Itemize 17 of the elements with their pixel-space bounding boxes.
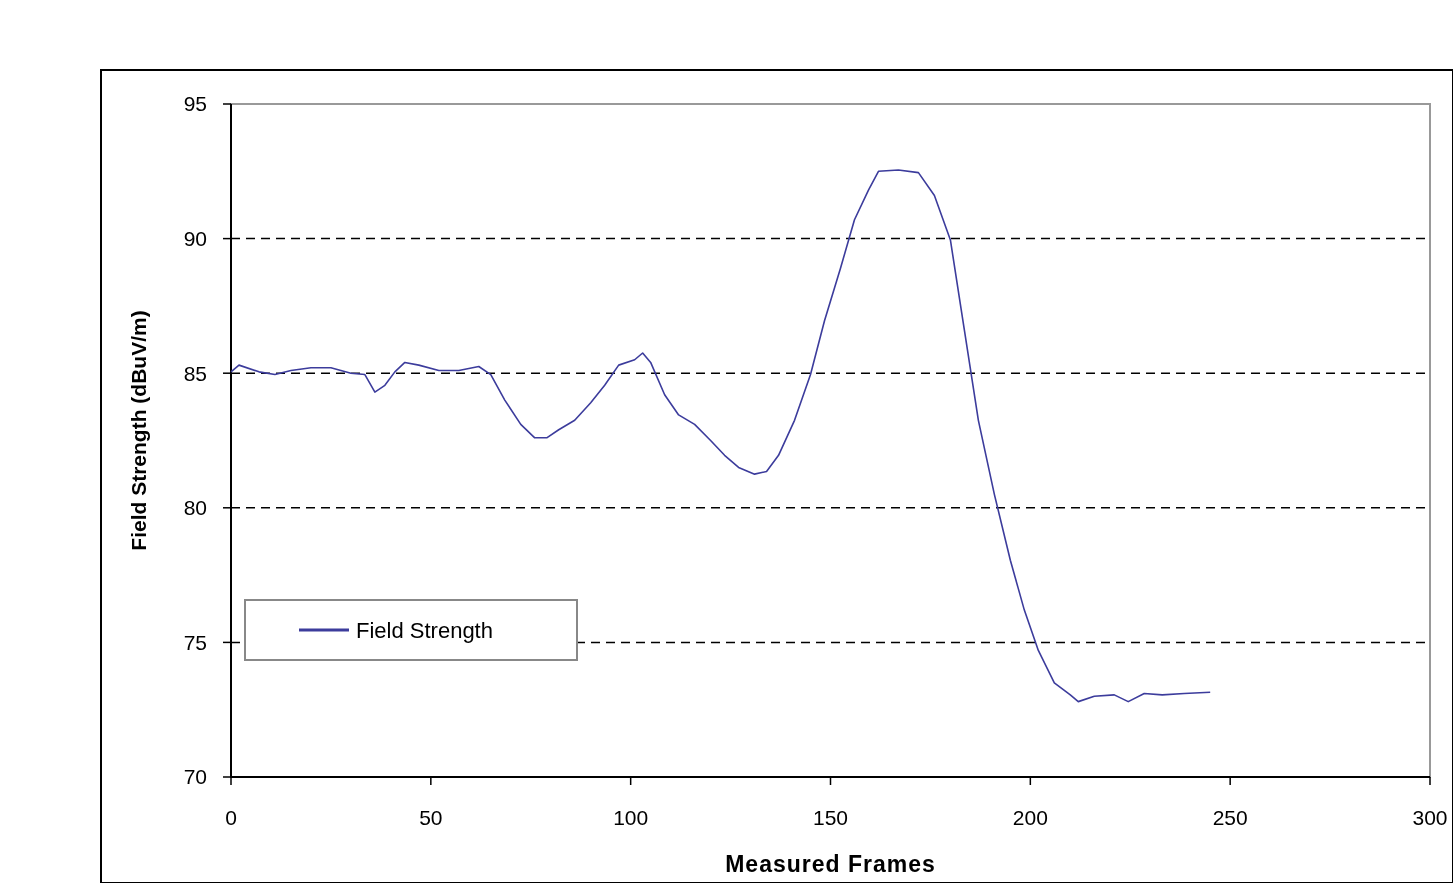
x-tick-label: 150	[812, 806, 849, 829]
x-axis-title: Measured Frames	[725, 851, 936, 877]
x-tick-label: 50	[419, 806, 443, 829]
y-tick-label: 70	[183, 765, 207, 789]
y-tick-label: 80	[183, 496, 207, 520]
y-tick-label: 95	[183, 92, 207, 116]
x-tick-label: 300	[1412, 806, 1448, 829]
x-tick-label: 250	[1212, 806, 1248, 829]
line-series	[230, 169, 1211, 703]
y-tick-label: 75	[183, 630, 207, 654]
legend-label: Field Strength	[356, 617, 493, 643]
y-axis-title: Field Strength (dBuV/m)	[127, 310, 150, 551]
y-tick-label: 85	[183, 361, 207, 385]
x-tick-label: 0	[225, 806, 237, 829]
x-tick-label: 200	[1012, 806, 1048, 829]
y-tick-label: 90	[183, 226, 207, 250]
x-tick-label: 100	[613, 806, 649, 829]
